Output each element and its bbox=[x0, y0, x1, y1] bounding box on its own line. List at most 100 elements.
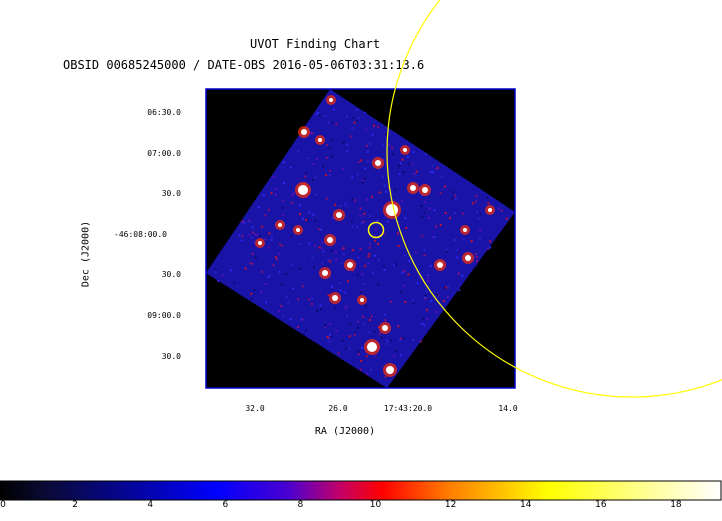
noise-pixel bbox=[339, 289, 342, 292]
noise-pixel bbox=[285, 295, 288, 298]
noise-pixel bbox=[402, 284, 405, 287]
noise-pixel bbox=[346, 143, 349, 146]
noise-pixel bbox=[396, 232, 399, 235]
star bbox=[329, 98, 333, 102]
noise-pixel bbox=[373, 330, 376, 333]
y-tick-label: 09:00.0 bbox=[147, 311, 181, 320]
noise-pixel bbox=[345, 305, 348, 308]
noise-pixel bbox=[344, 307, 347, 310]
noise-pixel bbox=[383, 265, 385, 268]
noise-pixel bbox=[371, 133, 374, 136]
noise-pixel bbox=[348, 335, 351, 338]
noise-pixel bbox=[428, 216, 431, 219]
noise-pixel bbox=[267, 246, 270, 249]
noise-pixel bbox=[435, 311, 438, 314]
colorbar-tick-label: 2 bbox=[72, 500, 78, 510]
noise-pixel bbox=[452, 191, 455, 193]
noise-pixel bbox=[354, 199, 357, 202]
noise-pixel bbox=[427, 274, 430, 276]
noise-pixel bbox=[360, 159, 363, 162]
star bbox=[360, 298, 364, 302]
noise-pixel bbox=[298, 213, 301, 216]
noise-pixel bbox=[251, 226, 254, 229]
noise-pixel bbox=[297, 326, 299, 328]
noise-pixel bbox=[328, 337, 331, 340]
noise-pixel bbox=[233, 281, 236, 284]
noise-pixel bbox=[238, 233, 241, 236]
noise-pixel bbox=[318, 246, 321, 249]
noise-pixel bbox=[378, 191, 381, 194]
noise-pixel bbox=[419, 340, 422, 343]
noise-pixel bbox=[377, 243, 380, 246]
y-axis-label: Dec (J2000) bbox=[80, 220, 92, 288]
noise-pixel bbox=[253, 289, 256, 292]
noise-pixel bbox=[312, 178, 315, 181]
noise-pixel bbox=[405, 245, 408, 248]
noise-pixel bbox=[447, 285, 450, 288]
noise-pixel bbox=[462, 238, 465, 241]
noise-pixel bbox=[301, 318, 304, 321]
noise-pixel bbox=[290, 201, 293, 204]
noise-pixel bbox=[394, 188, 397, 191]
noise-pixel bbox=[368, 331, 371, 334]
noise-pixel bbox=[393, 354, 396, 357]
noise-pixel bbox=[289, 318, 292, 321]
star bbox=[298, 185, 308, 195]
noise-pixel bbox=[403, 254, 406, 257]
noise-pixel bbox=[356, 226, 359, 229]
noise-pixel bbox=[320, 308, 323, 311]
colorbar-tick-label: 8 bbox=[297, 500, 304, 510]
noise-pixel bbox=[356, 350, 359, 353]
noise-pixel bbox=[291, 264, 294, 266]
colorbar-tick-label: 14 bbox=[519, 500, 532, 510]
noise-pixel bbox=[363, 282, 366, 285]
noise-pixel bbox=[384, 376, 387, 378]
noise-pixel bbox=[307, 157, 310, 160]
colorbar-tick-label: 6 bbox=[222, 500, 229, 510]
noise-pixel bbox=[374, 354, 377, 357]
noise-pixel bbox=[362, 315, 365, 318]
noise-pixel bbox=[405, 227, 408, 230]
star bbox=[403, 148, 407, 152]
noise-pixel bbox=[365, 128, 368, 131]
noise-pixel bbox=[457, 272, 460, 275]
noise-pixel bbox=[297, 150, 300, 153]
noise-pixel bbox=[321, 241, 324, 244]
noise-pixel bbox=[439, 305, 442, 308]
noise-pixel bbox=[486, 196, 489, 199]
noise-pixel bbox=[217, 280, 220, 282]
noise-pixel bbox=[454, 212, 456, 215]
noise-pixel bbox=[265, 301, 268, 304]
noise-pixel bbox=[327, 294, 330, 297]
noise-pixel bbox=[406, 155, 409, 158]
star bbox=[463, 228, 467, 232]
noise-pixel bbox=[402, 337, 405, 339]
noise-pixel bbox=[318, 228, 321, 231]
noise-pixel bbox=[362, 220, 365, 223]
noise-pixel bbox=[475, 256, 478, 258]
noise-pixel bbox=[404, 300, 407, 303]
noise-pixel bbox=[318, 114, 321, 117]
chart-title: UVOT Finding Chart bbox=[250, 37, 381, 51]
noise-pixel bbox=[372, 272, 375, 274]
noise-pixel bbox=[441, 175, 443, 178]
noise-pixel bbox=[416, 282, 419, 285]
noise-pixel bbox=[253, 241, 256, 244]
star bbox=[301, 129, 307, 135]
noise-pixel bbox=[335, 258, 338, 261]
noise-pixel bbox=[361, 181, 364, 184]
image-frame bbox=[205, 88, 516, 389]
noise-pixel bbox=[500, 209, 503, 212]
noise-pixel bbox=[361, 346, 363, 349]
noise-pixel bbox=[282, 200, 285, 203]
noise-pixel bbox=[328, 121, 331, 124]
noise-pixel bbox=[267, 276, 270, 279]
noise-pixel bbox=[279, 243, 281, 246]
noise-pixel bbox=[430, 170, 433, 173]
noise-pixel bbox=[448, 217, 451, 220]
noise-pixel bbox=[282, 214, 285, 217]
noise-pixel bbox=[365, 355, 368, 358]
star bbox=[347, 262, 353, 268]
noise-pixel bbox=[397, 245, 400, 247]
noise-pixel bbox=[384, 319, 387, 322]
